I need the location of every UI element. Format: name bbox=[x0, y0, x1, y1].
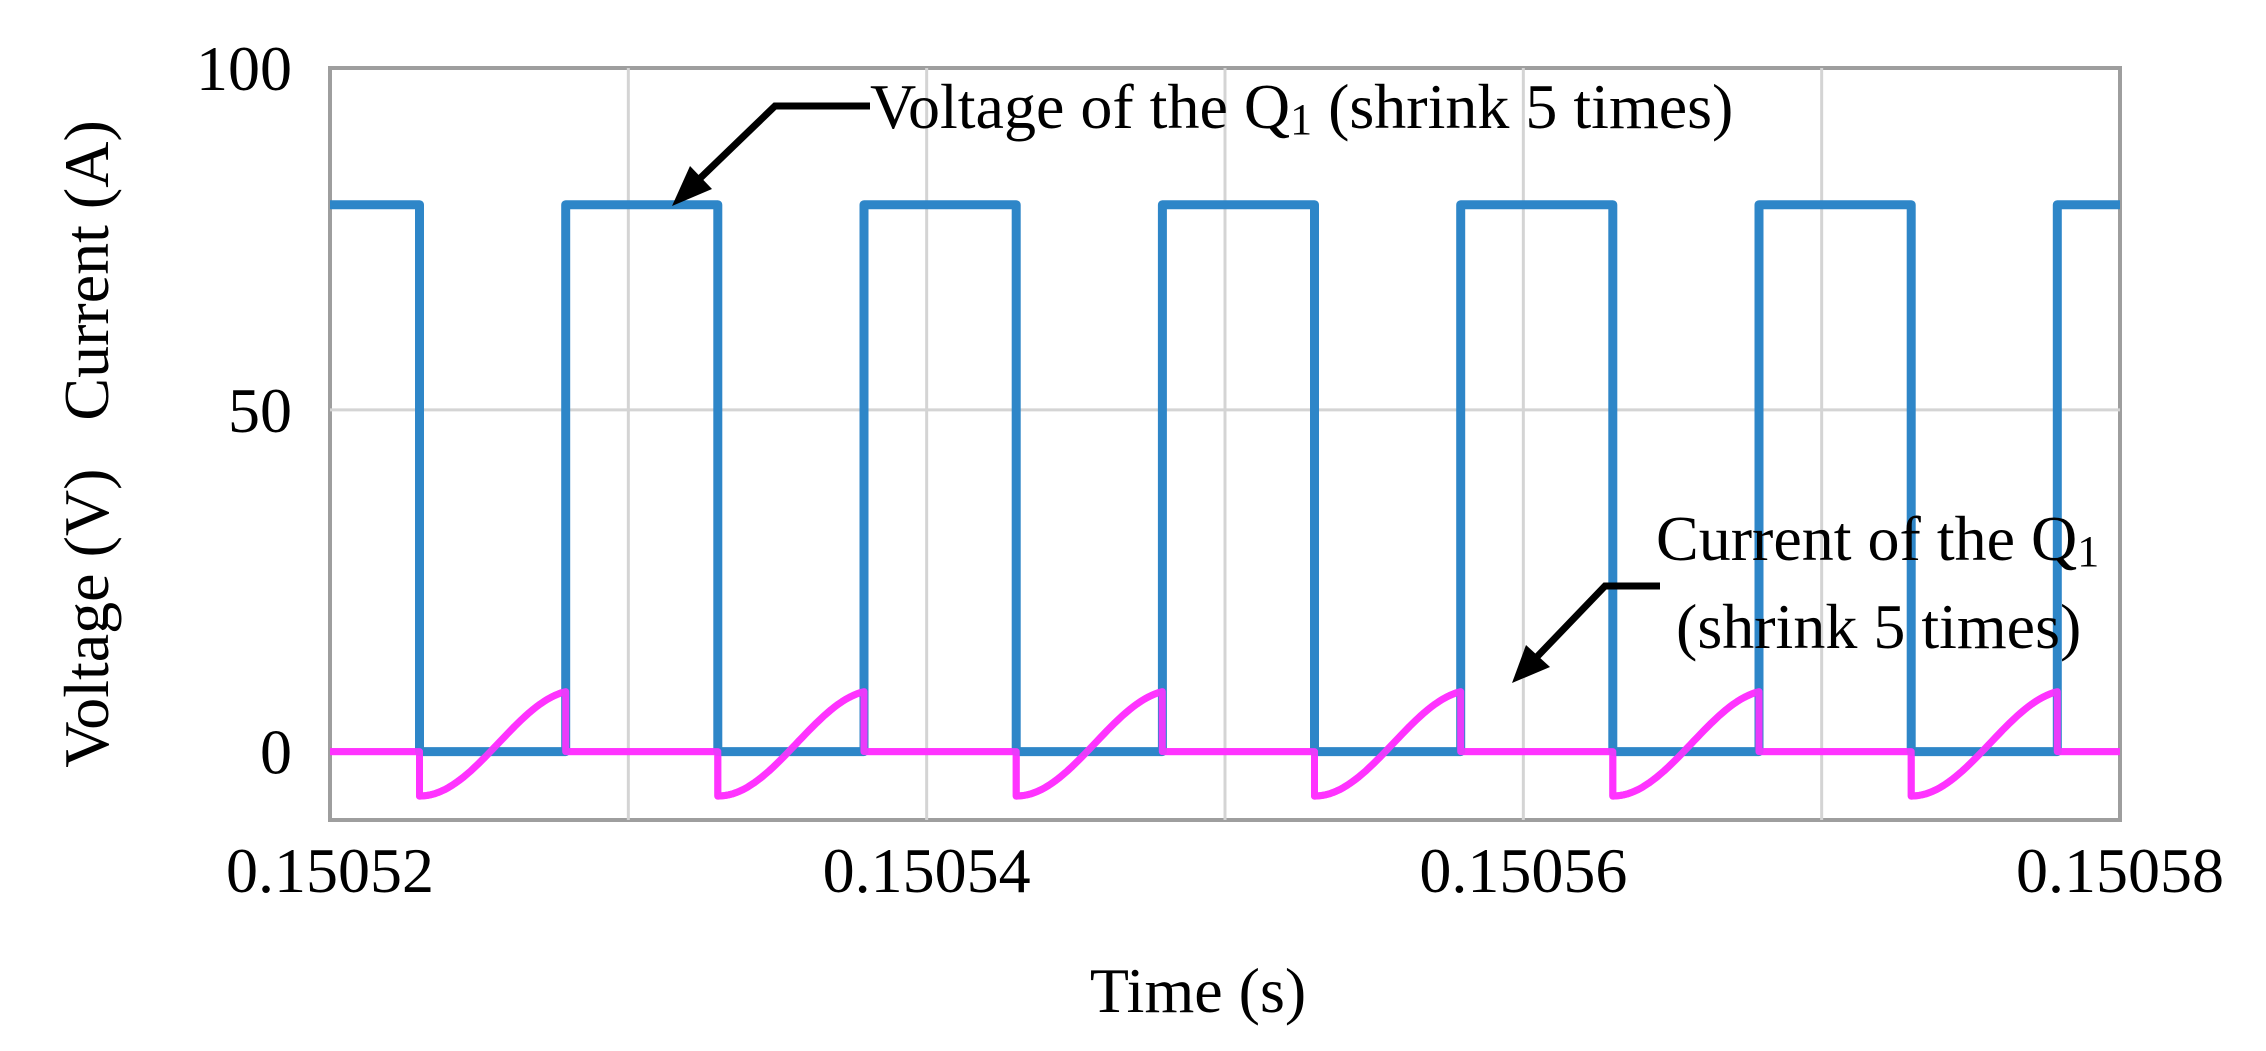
current-annotation-leader bbox=[1529, 582, 1660, 665]
series-layer bbox=[330, 200, 2120, 800]
current-annotation: Current of the Q1 (shrink 5 times) bbox=[1512, 503, 2099, 683]
voltage-annotation-text: Voltage of the Q1 (shrink 5 times) bbox=[870, 71, 1733, 144]
series-current-overlay bbox=[330, 688, 2120, 800]
x-tick-label: 0.15056 bbox=[1419, 835, 1627, 906]
current-annotation-text-line2: (shrink 5 times) bbox=[1676, 591, 2081, 662]
current-annotation-arrowhead bbox=[1512, 645, 1550, 683]
voltage-annotation: Voltage of the Q1 (shrink 5 times) bbox=[672, 71, 1733, 206]
tick-labels: 0.15052 0.15054 0.15056 0.15058 0 50 100 bbox=[196, 33, 2224, 906]
x-axis-label: Time (s) bbox=[1090, 955, 1306, 1026]
y-tick-label: 0 bbox=[260, 717, 292, 788]
x-tick-label: 0.15054 bbox=[823, 835, 1031, 906]
y-tick-label: 100 bbox=[196, 33, 292, 104]
x-tick-label: 0.15058 bbox=[2016, 835, 2224, 906]
x-tick-label: 0.15052 bbox=[226, 835, 434, 906]
y-tick-label: 50 bbox=[228, 375, 292, 446]
voltage-annotation-arrowhead bbox=[672, 166, 712, 206]
voltage-annotation-leader bbox=[687, 102, 870, 191]
y-axis-label: Voltage (V) Current (A) bbox=[51, 120, 122, 768]
series-voltage bbox=[330, 200, 2120, 757]
current-annotation-text-line1: Current of the Q1 bbox=[1656, 503, 2099, 576]
